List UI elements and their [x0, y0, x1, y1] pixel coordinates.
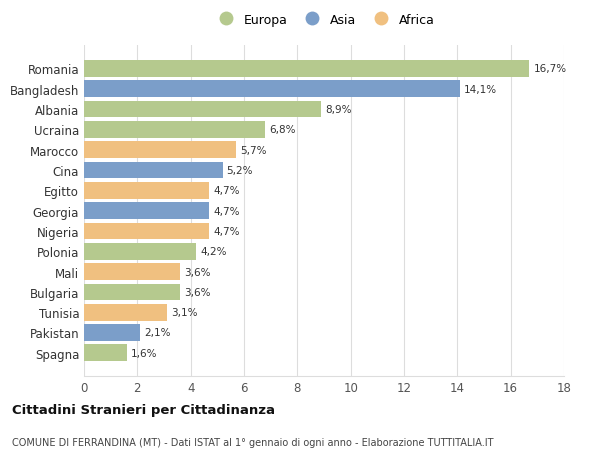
Text: 4,7%: 4,7% [214, 186, 240, 196]
Text: 3,6%: 3,6% [184, 287, 211, 297]
Bar [84, 223, 209, 240]
Bar [84, 243, 196, 260]
Text: 4,2%: 4,2% [200, 246, 227, 257]
Text: 5,7%: 5,7% [240, 146, 266, 155]
Text: 6,8%: 6,8% [269, 125, 296, 135]
Text: 1,6%: 1,6% [131, 348, 157, 358]
Text: 14,1%: 14,1% [464, 84, 497, 95]
Bar [84, 142, 236, 159]
Text: COMUNE DI FERRANDINA (MT) - Dati ISTAT al 1° gennaio di ogni anno - Elaborazione: COMUNE DI FERRANDINA (MT) - Dati ISTAT a… [12, 437, 493, 447]
Text: Cittadini Stranieri per Cittadinanza: Cittadini Stranieri per Cittadinanza [12, 403, 275, 416]
Legend: Europa, Asia, Africa: Europa, Asia, Africa [209, 9, 439, 32]
Text: 4,7%: 4,7% [214, 226, 240, 236]
Bar [84, 304, 167, 321]
Bar [84, 61, 529, 78]
Bar [84, 325, 140, 341]
Bar [84, 345, 127, 361]
Bar [84, 203, 209, 219]
Text: 8,9%: 8,9% [325, 105, 352, 115]
Text: 2,1%: 2,1% [144, 328, 170, 338]
Text: 5,2%: 5,2% [227, 166, 253, 176]
Bar [84, 81, 460, 98]
Bar [84, 101, 322, 118]
Bar [84, 263, 180, 280]
Bar [84, 183, 209, 199]
Text: 16,7%: 16,7% [533, 64, 566, 74]
Text: 4,7%: 4,7% [214, 206, 240, 216]
Text: 3,1%: 3,1% [170, 308, 197, 318]
Bar [84, 162, 223, 179]
Bar [84, 284, 180, 301]
Text: 3,6%: 3,6% [184, 267, 211, 277]
Bar [84, 122, 265, 138]
